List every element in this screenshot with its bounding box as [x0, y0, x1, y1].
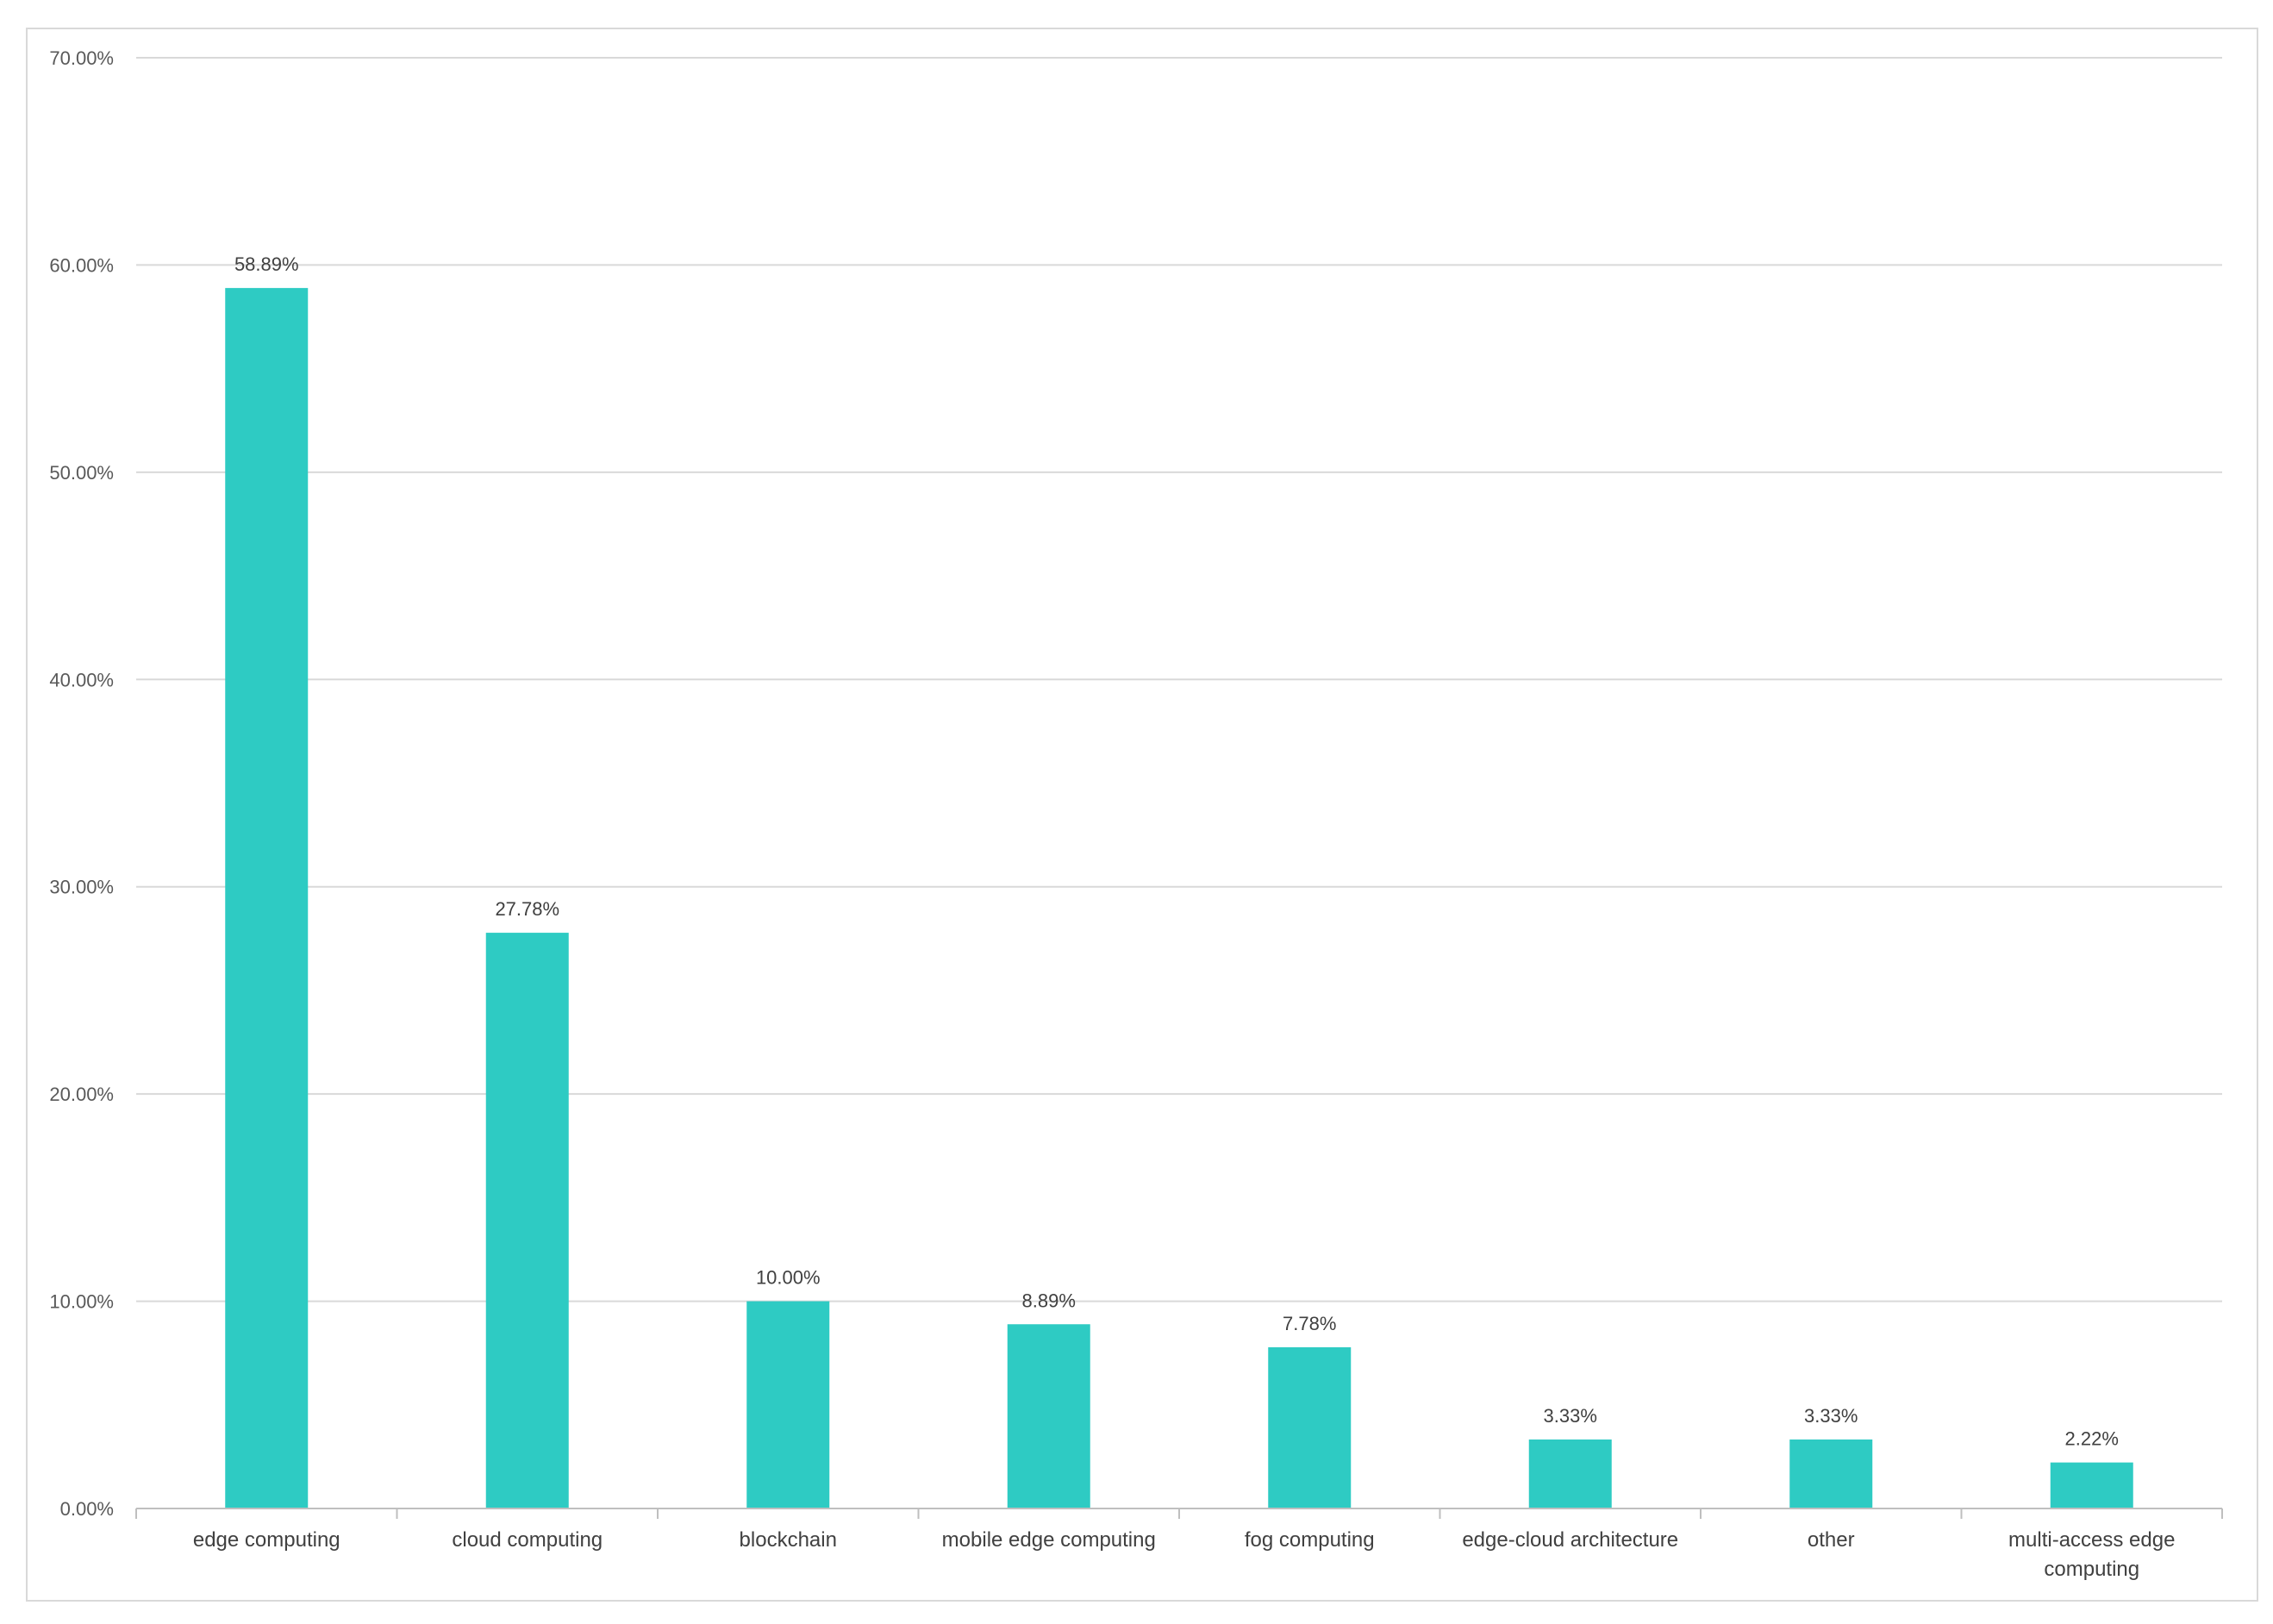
labels: 0.00% 10.00% 20.00% 30.00% 40.00% 50.00% 60.00…	[49, 47, 2175, 1581]
y-tick-label: 20.00%	[49, 1084, 114, 1105]
data-label: 8.89%	[1022, 1290, 1076, 1311]
y-tick-label: 70.00%	[49, 47, 114, 69]
data-label: 27.78%	[495, 898, 559, 920]
category-label: computing	[2044, 1558, 2139, 1581]
category-label: other	[1808, 1528, 1855, 1552]
bars	[225, 288, 2133, 1508]
y-tick-label: 50.00%	[49, 462, 114, 484]
gridlines	[136, 57, 2222, 1302]
bar	[485, 933, 569, 1508]
category-label: edge computing	[193, 1528, 340, 1552]
y-tick-label: 30.00%	[49, 877, 114, 898]
bar	[1528, 1439, 1612, 1508]
category-label: multi-access edge	[2008, 1528, 2175, 1552]
bar	[2050, 1462, 2133, 1508]
category-label: mobile edge computing	[942, 1528, 1156, 1552]
bar	[1007, 1324, 1090, 1508]
y-tick-label: 40.00%	[49, 669, 114, 690]
category-label: fog computing	[1245, 1528, 1375, 1552]
y-tick-label: 10.00%	[49, 1291, 114, 1313]
bar	[746, 1301, 830, 1508]
chart-frame	[26, 28, 2258, 1602]
data-label: 2.22%	[2065, 1428, 2119, 1450]
data-label: 58.89%	[234, 253, 299, 275]
bar	[225, 288, 309, 1508]
data-label: 3.33%	[1544, 1405, 1597, 1427]
data-label: 3.33%	[1804, 1405, 1858, 1427]
data-label: 10.00%	[756, 1267, 821, 1289]
data-label: 7.78%	[1283, 1313, 1336, 1334]
category-label: blockchain	[740, 1528, 837, 1552]
category-label: edge-cloud architecture	[1462, 1528, 1678, 1552]
y-tick-label: 60.00%	[49, 254, 114, 276]
category-label: cloud computing	[452, 1528, 603, 1552]
y-tick-label: 0.00%	[60, 1498, 114, 1520]
bar	[1268, 1346, 1352, 1508]
bar	[1789, 1439, 1873, 1508]
axes	[135, 1508, 2223, 1519]
